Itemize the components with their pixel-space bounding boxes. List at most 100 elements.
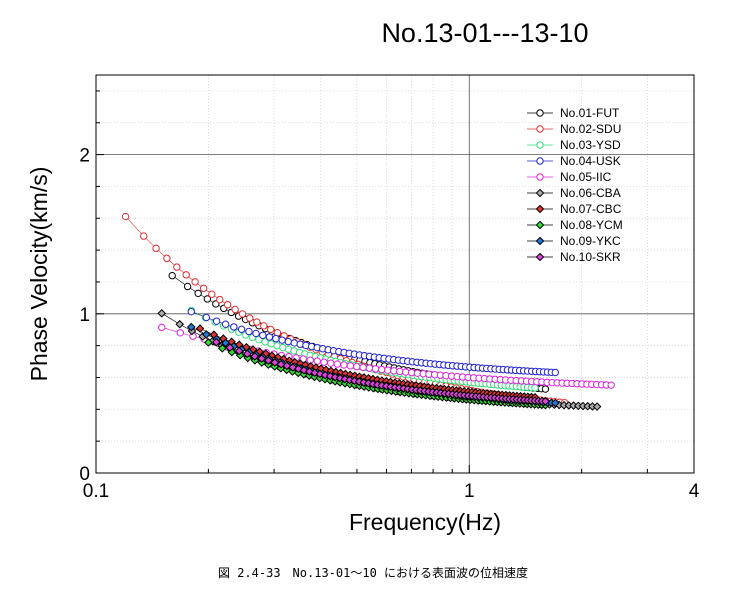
data-point [288, 363, 298, 372]
data-series [121, 212, 615, 411]
legend-label: No.08-YCM [560, 218, 623, 232]
data-point [221, 338, 230, 348]
y-tick-label: 1 [79, 305, 90, 326]
data-point [384, 366, 392, 374]
data-point [592, 402, 602, 411]
data-point [173, 263, 181, 271]
data-point [212, 317, 221, 325]
data-point [273, 329, 282, 337]
legend-entry: No.01-FUT [527, 106, 620, 120]
data-point [182, 271, 190, 279]
data-point [550, 398, 560, 408]
plot-frame [95, 74, 695, 474]
data-point [346, 362, 355, 370]
legend-label: No.05-IIC [560, 170, 612, 184]
x-tick-label: 4 [689, 481, 700, 502]
data-point [378, 365, 386, 374]
legend-entry: No.02-SDU [527, 122, 621, 136]
data-point [231, 305, 239, 314]
legend-marker [536, 141, 544, 149]
x-tick-label: 1 [464, 481, 475, 502]
data-point [310, 368, 320, 378]
data-point [183, 282, 192, 291]
axis-ticks: 0.1 1 4 0 1 2 [79, 90, 700, 502]
y-axis-label: Phase Velocity(km/s) [26, 167, 52, 382]
data-point [187, 307, 195, 316]
data-point [353, 362, 361, 371]
legend-entry: No.06-CBA [527, 186, 621, 200]
data-point [203, 295, 212, 303]
data-point [390, 367, 398, 375]
data-point [294, 364, 303, 374]
legend-label: No.02-SDU [560, 122, 621, 136]
legend-marker [535, 204, 545, 214]
figure-caption: 図 2.4-33 No.13-01～10 における表面波の位相速度 [217, 566, 529, 580]
data-point [350, 376, 359, 386]
data-point [238, 310, 247, 318]
data-point [217, 344, 227, 353]
data-point [121, 212, 130, 221]
grid-lines [96, 75, 694, 473]
data-point [320, 358, 328, 366]
y-tick-label: 0 [79, 464, 90, 485]
legend-marker [535, 188, 545, 198]
data-point [313, 357, 321, 365]
legend-label: No.09-YKC [560, 234, 621, 248]
legend-label: No.06-CBA [560, 186, 621, 200]
data-point [551, 368, 559, 377]
data-point [202, 313, 211, 322]
data-point [223, 301, 232, 309]
data-point [157, 309, 167, 318]
phase-velocity-chart: No.13-01---13-10 0.1 1 4 0 1 2 No.01-FUT No.02… [26, 18, 700, 535]
data-point [365, 364, 374, 372]
data-point [257, 354, 267, 363]
data-point [234, 346, 244, 356]
legend-marker [536, 173, 544, 181]
data-point [139, 232, 148, 240]
data-point [152, 244, 160, 253]
data-point [272, 334, 280, 343]
legend-label: No.07-CBC [560, 202, 622, 216]
legend-entry: No.07-CBC [527, 202, 622, 216]
data-point [237, 325, 246, 333]
legend-marker [536, 157, 544, 165]
data-point [282, 361, 292, 371]
data-point [158, 323, 166, 332]
legend-entry: No.09-YKC [527, 234, 621, 248]
data-point [541, 397, 550, 406]
data-point [176, 329, 185, 337]
data-point [253, 318, 261, 326]
data-point [246, 314, 254, 322]
legend-marker [536, 109, 544, 117]
data-point [252, 329, 260, 338]
data-point [299, 355, 307, 363]
data-point [216, 295, 224, 304]
data-point [208, 290, 216, 298]
data-point [325, 371, 335, 381]
data-point [199, 284, 208, 292]
data-point [242, 349, 252, 359]
y-tick-label: 2 [79, 146, 90, 167]
data-point [284, 337, 292, 346]
data-point [221, 320, 230, 328]
legend-marker [535, 252, 545, 262]
data-point [541, 385, 550, 393]
data-point [359, 363, 367, 372]
data-point [264, 356, 273, 365]
series-No.10-SKR [211, 337, 550, 406]
legend-entry: No.05-IIC [527, 170, 612, 184]
data-point [259, 331, 267, 339]
data-point [204, 338, 213, 347]
series-No.04-USK [187, 307, 559, 377]
legend-marker [535, 220, 545, 230]
data-point [175, 319, 185, 329]
x-tick-label: 0.1 [83, 481, 109, 502]
chart-title: No.13-01---13-10 [381, 18, 588, 48]
legend-entry: No.04-USK [527, 154, 621, 168]
data-point [607, 381, 615, 389]
data-point [186, 322, 196, 332]
legend-label: No.01-FUT [560, 106, 620, 120]
legend-label: No.03-YSD [560, 138, 621, 152]
legend-marker [535, 236, 545, 246]
data-point [191, 278, 199, 286]
